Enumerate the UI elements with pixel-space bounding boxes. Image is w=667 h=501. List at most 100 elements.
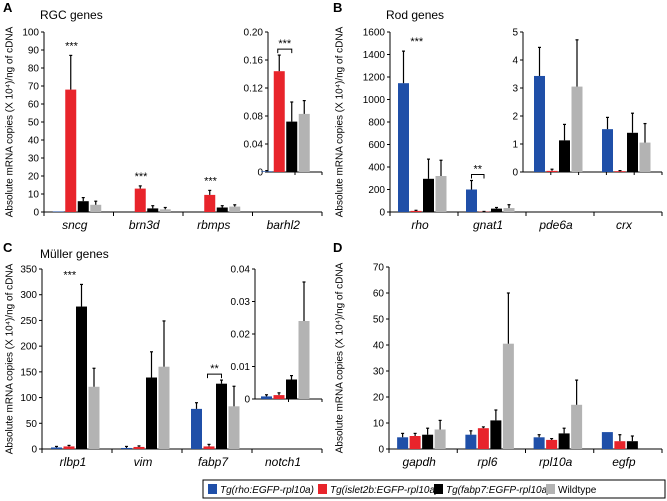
y-tick-label: 0 [379,208,385,219]
y-tick-label: 200 [20,342,37,353]
significance-marker: *** [63,269,77,281]
x-tick-label: barhl2 [267,218,301,232]
legend-swatch [208,484,217,494]
bar [228,406,240,449]
y-tick-label: 1400 [363,50,386,61]
legend-swatch [546,484,555,494]
inset-y-tick-label: 0.04 [244,140,264,151]
panel-title: Müller genes [40,247,109,261]
bar [52,211,64,212]
y-tick-label: 0 [33,208,39,219]
bar [204,194,216,212]
bar [158,366,170,449]
x-tick-label: brn3d [129,218,160,232]
x-tick-label: gnat1 [473,218,503,232]
legend-swatch [434,484,443,494]
y-tick-label: 300 [20,290,37,301]
bar [502,343,514,449]
bar [435,176,447,212]
panel-letter: C [3,240,13,255]
inset-y-tick-label: 0 [512,168,518,179]
inset-y-tick-label: 0 [257,168,263,179]
bar [63,446,75,449]
y-tick-label: 0 [378,445,384,456]
significance-marker: *** [410,36,424,48]
bar [559,140,570,172]
x-tick-label: rlbp1 [60,455,87,469]
x-tick-label: vim [134,455,153,469]
bar [398,83,409,212]
bar [490,420,502,449]
bar [286,121,298,172]
bar [546,170,558,172]
bar [298,321,310,399]
y-tick-label: 50 [373,315,385,326]
bar [571,86,583,172]
y-tick-label: 10 [28,190,40,201]
bar [77,201,89,212]
bar [133,446,145,449]
y-tick-label: 600 [368,140,385,151]
panel-title: Rod genes [386,8,444,22]
y-tick-label: 60 [28,100,40,111]
inset-y-tick-label: 3 [512,84,518,95]
legend-label: Tg(rho:EGFP-rpl10a) [220,485,314,496]
inset-y-tick-label: 0.02 [231,330,251,341]
y-tick-label: 40 [28,136,40,147]
y-tick-label: 400 [368,163,385,174]
bar [298,113,310,172]
bar [466,189,477,212]
bar [601,432,613,449]
bar [491,208,502,212]
inset-y-tick-label: 0 [244,395,250,406]
y-axis-label: Absolute mRNA copies (X 10⁴)/ng of cDNA [5,26,16,217]
y-axis-label: Absolute mRNA copies (X 10⁴)/ng of cDNA [5,263,16,454]
bar [602,129,613,172]
y-axis-label: Absolute mRNA copies (X 10⁴)/ng of cDNA [335,26,346,217]
bar [434,429,446,449]
bar [229,206,241,212]
y-tick-label: 1200 [363,73,386,84]
inset-y-tick-label: 1 [512,140,518,151]
bar [546,439,558,449]
bar [477,428,489,449]
x-tick-label: rbmps [197,218,230,232]
bar [203,446,215,449]
x-tick-label: pde6a [538,218,573,232]
bar [465,434,477,449]
bar [410,210,422,212]
y-tick-label: 100 [20,393,37,404]
bar [261,396,272,399]
significance-marker: *** [278,38,292,50]
y-tick-label: 70 [28,82,40,93]
bar [534,75,545,172]
y-tick-label: 1600 [363,28,386,39]
bar [397,437,409,449]
bar [422,434,434,449]
bar [88,386,100,449]
bar [626,441,638,449]
significance-marker: ** [210,363,219,375]
significance-bracket [471,174,485,179]
bar [134,188,146,212]
significance-marker: *** [65,40,79,52]
y-tick-label: 70 [373,263,385,274]
significance-marker: ** [473,164,482,176]
bar [409,436,421,449]
bar [121,447,132,449]
bar [614,171,626,172]
legend-label: Tg(fabp7:EGFP-rpl10a) [446,485,551,496]
bar [273,71,285,172]
x-tick-label: rho [411,218,429,232]
y-tick-label: 1000 [363,95,386,106]
legend-label: Wildtype [558,485,597,496]
inset-y-tick-label: 0.03 [231,297,251,308]
inset-y-tick-label: 0.08 [244,112,264,123]
bar [273,395,285,399]
significance-bracket [277,48,293,54]
y-tick-label: 80 [28,64,40,75]
x-tick-label: rpl6 [477,455,497,469]
legend-label: Tg(islet2b:EGFP-rpl10a) [330,485,438,496]
